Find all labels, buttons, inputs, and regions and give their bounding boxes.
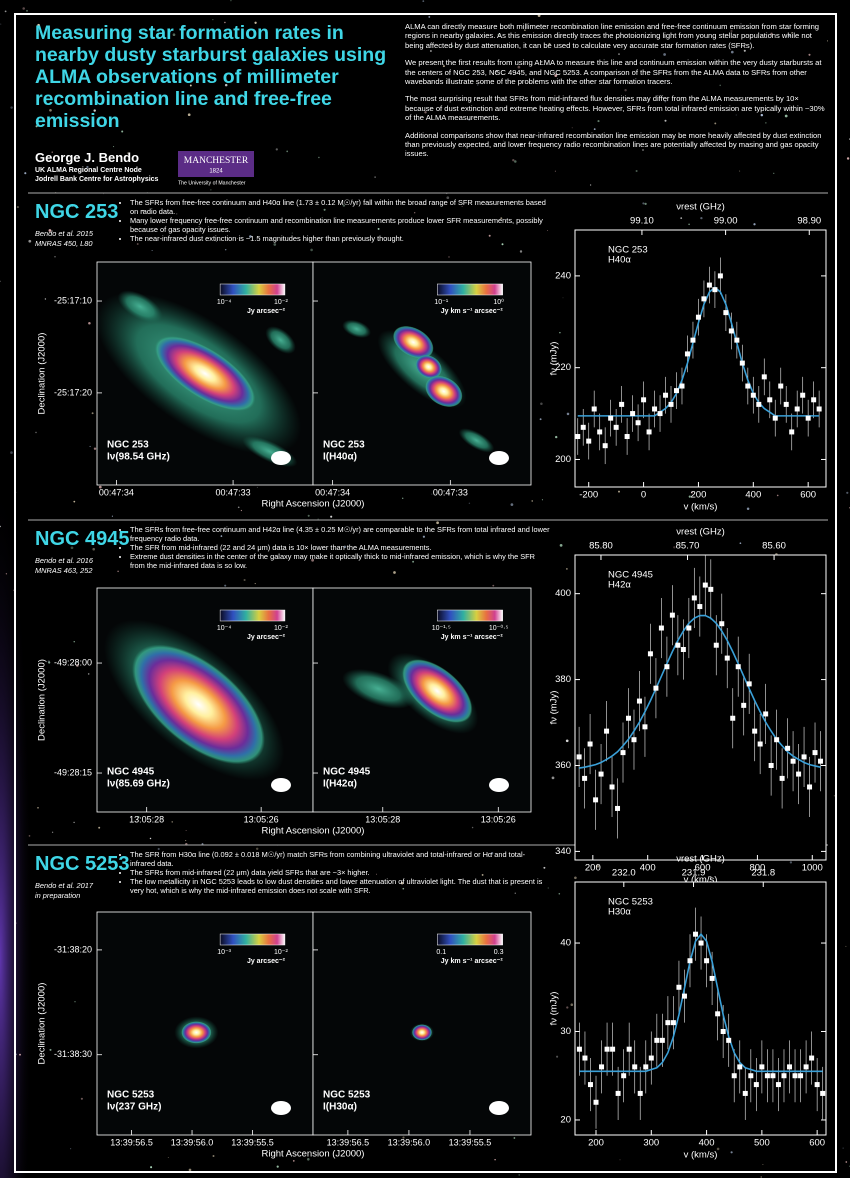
reference-line: Bendo et al. 2015: [35, 229, 93, 239]
reference-line: Bendo et al. 2016: [35, 556, 93, 566]
section-name: NGC 5253: [35, 853, 130, 876]
section-name: NGC 4945: [35, 528, 130, 551]
reference: Bendo et al. 2015MNRAS 450, L80: [35, 229, 93, 248]
intro-paragraph: We present the first results from using …: [405, 58, 827, 86]
intro-paragraph: The most surprising result that SFRs fro…: [405, 94, 827, 122]
bullet-list: The SFR from H30α line (0.092 ± 0.018 M☉…: [118, 850, 550, 895]
bullet: The SFRs from free-free continuum and H4…: [130, 525, 550, 543]
poster-page: MANCHESTER 1824 The University of Manche…: [0, 0, 850, 1178]
intro-paragraph: ALMA can directly measure both millimete…: [405, 22, 827, 50]
text-overlay: Measuring star formation rates in nearby…: [0, 0, 850, 1178]
introduction: ALMA can directly measure both millimete…: [405, 22, 827, 167]
reference: Bendo et al. 2016MNRAS 463, 252: [35, 556, 93, 575]
bullet: The SFRs from mid-infrared (22 μm) data …: [130, 868, 550, 877]
bullet: The low metallicity in NGC 5253 leads to…: [130, 877, 550, 895]
author: George J. Bendo: [35, 150, 139, 165]
reference-line: in preparation: [35, 891, 93, 901]
reference-line: MNRAS 450, L80: [35, 239, 93, 249]
affiliation: Jodrell Bank Centre for Astrophysics: [35, 175, 158, 184]
bullet: Extreme dust densities in the center of …: [130, 552, 550, 570]
bullet: The near-infrared dust extinction is ~1.…: [130, 234, 550, 243]
reference-line: Bendo et al. 2017: [35, 881, 93, 891]
reference: Bendo et al. 2017in preparation: [35, 881, 93, 900]
bullet: The SFR from mid-infrared (22 and 24 μm)…: [130, 543, 550, 552]
bullet-list: The SFRs from free-free continuum and H4…: [118, 525, 550, 570]
poster-title: Measuring star formation rates in nearby…: [35, 22, 407, 132]
section-name: NGC 253: [35, 201, 118, 224]
bullet: The SFRs from free-free continuum and H4…: [130, 198, 550, 216]
reference-line: MNRAS 463, 252: [35, 566, 93, 576]
bullet: Many lower frequency free-free continuum…: [130, 216, 550, 234]
affiliations: UK ALMA Regional Centre NodeJodrell Bank…: [35, 166, 158, 184]
intro-paragraph: Additional comparisons show that near-in…: [405, 131, 827, 159]
affiliation: UK ALMA Regional Centre Node: [35, 166, 158, 175]
bullet: The SFR from H30α line (0.092 ± 0.018 M☉…: [130, 850, 550, 868]
bullet-list: The SFRs from free-free continuum and H4…: [118, 198, 550, 243]
